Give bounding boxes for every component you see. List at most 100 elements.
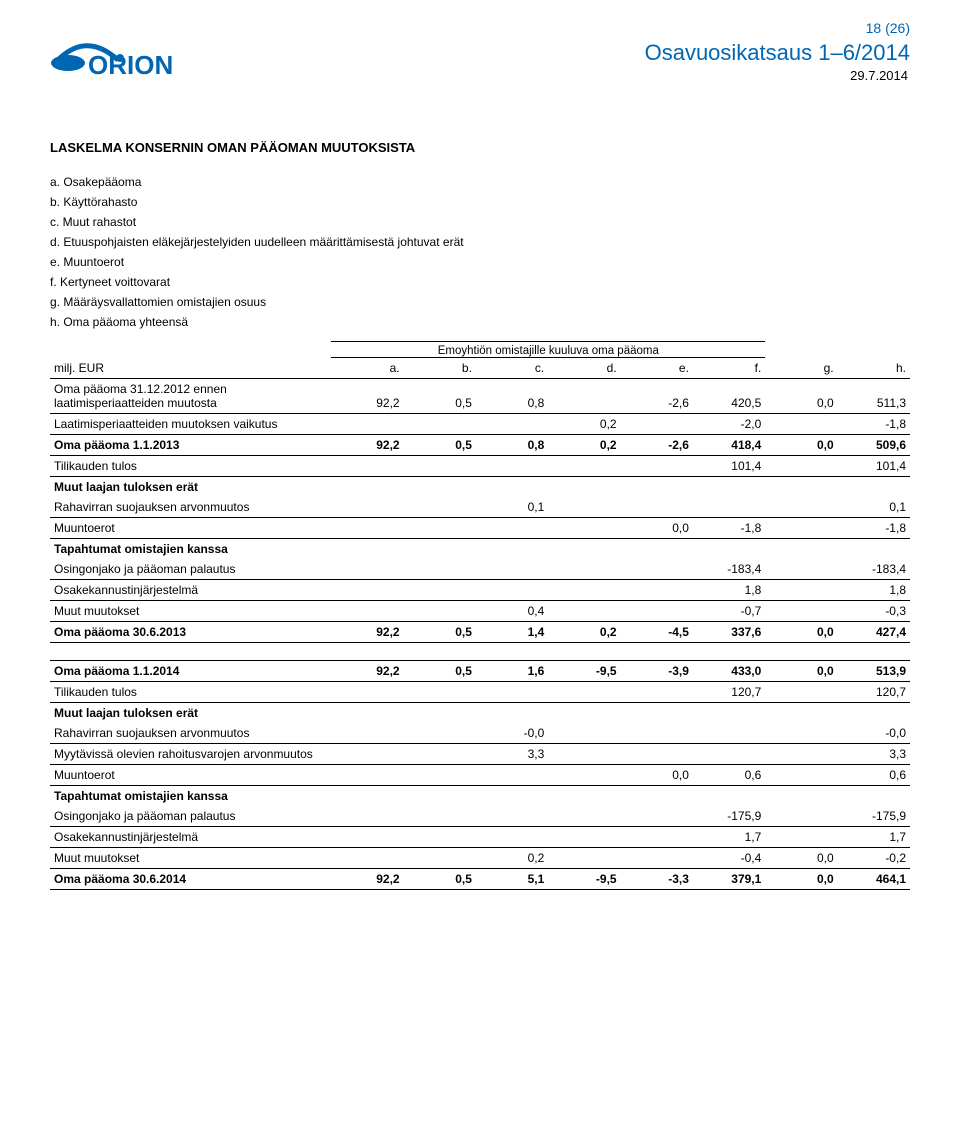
cell-value bbox=[404, 601, 476, 622]
cell-value: 0,4 bbox=[476, 601, 548, 622]
cell-value bbox=[476, 827, 548, 848]
cell-value bbox=[331, 848, 403, 869]
cell-value bbox=[838, 703, 910, 724]
cell-value: 0,0 bbox=[765, 661, 837, 682]
cell-value: 0,0 bbox=[765, 848, 837, 869]
cell-value bbox=[331, 497, 403, 518]
cell-value bbox=[621, 827, 693, 848]
cell-value bbox=[548, 518, 620, 539]
cell-value: 513,9 bbox=[838, 661, 910, 682]
page-number: 18 (26) bbox=[645, 20, 910, 36]
cell-value: 0,5 bbox=[404, 379, 476, 414]
legend-block: a. Osakepääoma b. Käyttörahasto c. Muut … bbox=[50, 173, 910, 331]
cell-value bbox=[331, 601, 403, 622]
cell-value bbox=[548, 786, 620, 807]
cell-value: 511,3 bbox=[838, 379, 910, 414]
cell-value: -0,0 bbox=[476, 723, 548, 744]
cell-value: 92,2 bbox=[331, 869, 403, 890]
cell-value bbox=[621, 703, 693, 724]
legend-item: g. Määräysvallattomien omistajien osuus bbox=[50, 293, 910, 311]
cell-value bbox=[404, 806, 476, 827]
cell-value bbox=[621, 497, 693, 518]
cell-value bbox=[621, 848, 693, 869]
row-label: Rahavirran suojauksen arvonmuutos bbox=[50, 497, 331, 518]
cell-value bbox=[548, 559, 620, 580]
cell-value: 0,8 bbox=[476, 379, 548, 414]
cell-value: 92,2 bbox=[331, 622, 403, 643]
cell-value bbox=[548, 806, 620, 827]
row-label: Osakekannustinjärjestelmä bbox=[50, 580, 331, 601]
cell-value: 0,2 bbox=[548, 414, 620, 435]
cell-value bbox=[765, 580, 837, 601]
table-row: Muuntoerot0,00,60,6 bbox=[50, 765, 910, 786]
row-label: Tapahtumat omistajien kanssa bbox=[50, 539, 331, 560]
row-label: Myytävissä olevien rahoitusvarojen arvon… bbox=[50, 744, 331, 765]
cell-value bbox=[621, 682, 693, 703]
cell-value bbox=[331, 827, 403, 848]
cell-value: 1,8 bbox=[693, 580, 765, 601]
spacer-row bbox=[50, 643, 910, 661]
cell-value bbox=[765, 786, 837, 807]
row-label: Tapahtumat omistajien kanssa bbox=[50, 786, 331, 807]
cell-value: 1,7 bbox=[693, 827, 765, 848]
cell-value bbox=[476, 765, 548, 786]
cell-value: -183,4 bbox=[838, 559, 910, 580]
cell-value bbox=[331, 703, 403, 724]
cell-value: 433,0 bbox=[693, 661, 765, 682]
cell-value: 92,2 bbox=[331, 661, 403, 682]
cell-value bbox=[331, 806, 403, 827]
cell-value bbox=[476, 539, 548, 560]
row-label: Rahavirran suojauksen arvonmuutos bbox=[50, 723, 331, 744]
document-title: Osavuosikatsaus 1–6/2014 bbox=[645, 40, 910, 66]
cell-value bbox=[838, 477, 910, 498]
cell-value bbox=[548, 703, 620, 724]
table-row: Laatimisperiaatteiden muutoksen vaikutus… bbox=[50, 414, 910, 435]
cell-value: 0,5 bbox=[404, 661, 476, 682]
row-label: Muut laajan tuloksen erät bbox=[50, 477, 331, 498]
cell-value bbox=[476, 682, 548, 703]
cell-value: 1,6 bbox=[476, 661, 548, 682]
cell-value bbox=[476, 559, 548, 580]
cell-value: 0,2 bbox=[476, 848, 548, 869]
row-label: Oma pääoma 30.6.2014 bbox=[50, 869, 331, 890]
row-label: Muuntoerot bbox=[50, 765, 331, 786]
table-row: Muut muutokset0,2-0,40,0-0,2 bbox=[50, 848, 910, 869]
column-header: c. bbox=[476, 358, 548, 379]
column-header: h. bbox=[838, 358, 910, 379]
cell-value: -4,5 bbox=[621, 622, 693, 643]
cell-value bbox=[765, 601, 837, 622]
table-row: Muut muutokset0,4-0,7-0,3 bbox=[50, 601, 910, 622]
cell-value: 92,2 bbox=[331, 379, 403, 414]
cell-value bbox=[548, 682, 620, 703]
cell-value bbox=[331, 456, 403, 477]
cell-value bbox=[476, 477, 548, 498]
cell-value bbox=[765, 559, 837, 580]
row-label: Oma pääoma 1.1.2014 bbox=[50, 661, 331, 682]
cell-value bbox=[621, 477, 693, 498]
table-row: Muuntoerot0,0-1,8-1,8 bbox=[50, 518, 910, 539]
cell-value: -9,5 bbox=[548, 661, 620, 682]
cell-value: 0,0 bbox=[621, 518, 693, 539]
cell-value bbox=[765, 765, 837, 786]
table-row: Rahavirran suojauksen arvonmuutos0,10,1 bbox=[50, 497, 910, 518]
column-header: a. bbox=[331, 358, 403, 379]
cell-value: 120,7 bbox=[693, 682, 765, 703]
row-label: Muut muutokset bbox=[50, 848, 331, 869]
cell-value bbox=[476, 414, 548, 435]
cell-value: 0,0 bbox=[765, 869, 837, 890]
table-row: Osingonjako ja pääoman palautus-175,9-17… bbox=[50, 806, 910, 827]
cell-value: 0,2 bbox=[548, 435, 620, 456]
table-row: Myytävissä olevien rahoitusvarojen arvon… bbox=[50, 744, 910, 765]
row-label: Tilikauden tulos bbox=[50, 682, 331, 703]
legend-item: b. Käyttörahasto bbox=[50, 193, 910, 211]
column-header: b. bbox=[404, 358, 476, 379]
cell-value bbox=[404, 848, 476, 869]
section-title: LASKELMA KONSERNIN OMAN PÄÄOMAN MUUTOKSI… bbox=[50, 140, 910, 155]
cell-value bbox=[548, 744, 620, 765]
table-row: Tilikauden tulos120,7120,7 bbox=[50, 682, 910, 703]
header-right: 18 (26) Osavuosikatsaus 1–6/2014 29.7.20… bbox=[645, 20, 910, 83]
cell-value: 427,4 bbox=[838, 622, 910, 643]
cell-value: -0,0 bbox=[838, 723, 910, 744]
cell-value bbox=[693, 497, 765, 518]
cell-value bbox=[404, 703, 476, 724]
